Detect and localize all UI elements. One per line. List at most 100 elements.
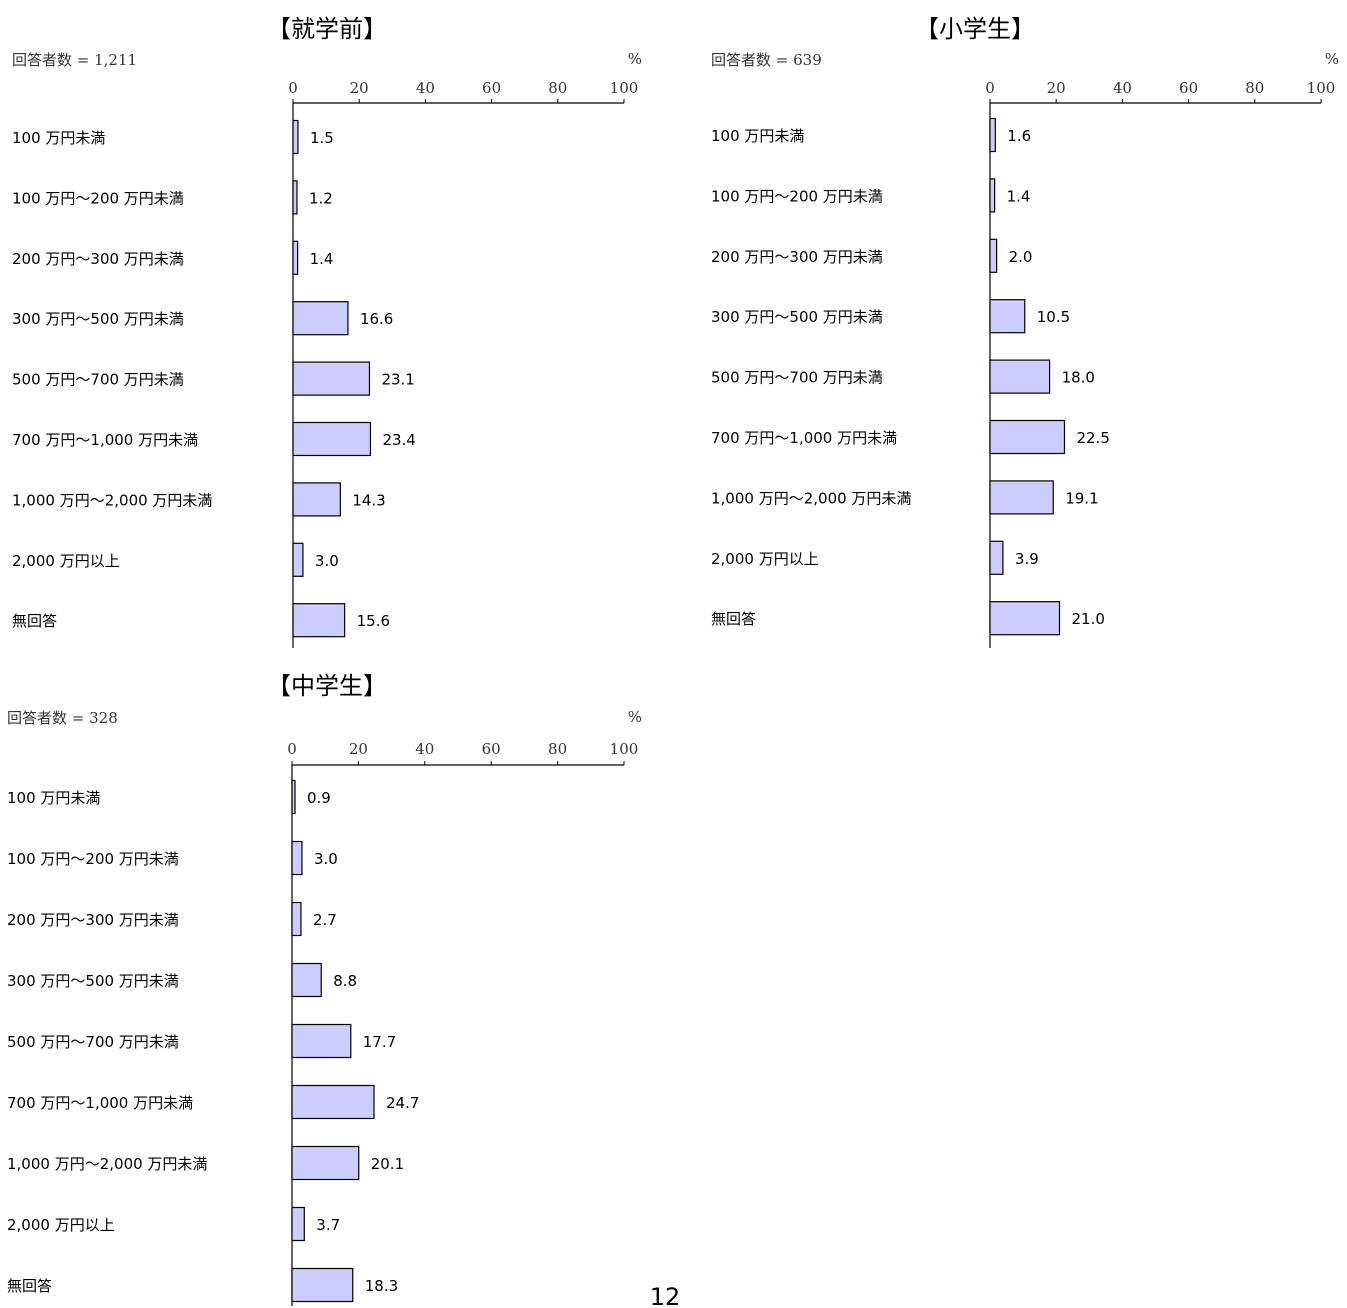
tick-label: 20 bbox=[1047, 79, 1066, 97]
category-label: 200 万円～300 万円未満 bbox=[7, 911, 179, 929]
category-label: 100 万円未満 bbox=[7, 789, 100, 807]
category-label: 無回答 bbox=[7, 1277, 52, 1295]
category-label: 300 万円～500 万円未満 bbox=[12, 310, 184, 328]
value-label: 3.9 bbox=[1015, 550, 1039, 568]
bar bbox=[989, 178, 996, 213]
chart-title: 【中学生】 bbox=[267, 672, 387, 700]
value-label: 23.1 bbox=[381, 371, 414, 389]
category-label: 100 万円～200 万円未満 bbox=[7, 850, 179, 868]
respondent-count: 回答者数 = 1,211 bbox=[12, 51, 137, 69]
category-label: 300 万円～500 万円未満 bbox=[7, 972, 179, 990]
value-label: 24.7 bbox=[386, 1094, 419, 1112]
category-label: 100 万円未満 bbox=[12, 129, 105, 147]
category-label: 1,000 万円～2,000 万円未満 bbox=[7, 1155, 207, 1173]
bar bbox=[291, 779, 296, 815]
category-label: 1,000 万円～2,000 万円未満 bbox=[12, 491, 212, 509]
bar bbox=[292, 542, 304, 577]
respondent-count: 回答者数 = 328 bbox=[7, 709, 118, 727]
value-label: 23.4 bbox=[382, 431, 415, 449]
bar bbox=[989, 238, 998, 273]
bar bbox=[989, 540, 1004, 575]
bar bbox=[292, 603, 346, 638]
category-label: 無回答 bbox=[711, 610, 756, 628]
value-label: 10.5 bbox=[1037, 308, 1070, 326]
category-label: 100 万円～200 万円未満 bbox=[711, 187, 883, 205]
value-label: 8.8 bbox=[333, 972, 357, 990]
value-label: 2.0 bbox=[1009, 248, 1033, 266]
value-label: 3.0 bbox=[315, 552, 339, 570]
bar bbox=[291, 901, 302, 937]
bar bbox=[292, 180, 298, 215]
tick-label: 100 bbox=[610, 79, 639, 97]
bar bbox=[292, 361, 371, 396]
category-label: 2,000 万円以上 bbox=[711, 550, 819, 568]
category-label: 500 万円～700 万円未満 bbox=[12, 371, 184, 389]
tick-label: 40 bbox=[416, 79, 435, 97]
tick-label: 60 bbox=[1179, 79, 1198, 97]
value-label: 3.7 bbox=[316, 1216, 340, 1234]
value-label: 18.0 bbox=[1062, 369, 1095, 387]
value-label: 1.4 bbox=[310, 250, 334, 268]
bar bbox=[292, 301, 349, 336]
bar bbox=[989, 299, 1026, 334]
category-label: 1,000 万円～2,000 万円未満 bbox=[711, 489, 911, 507]
bar bbox=[291, 840, 303, 876]
category-label: 100 万円～200 万円未満 bbox=[12, 189, 184, 207]
value-label: 14.3 bbox=[352, 491, 385, 509]
value-label: 3.0 bbox=[314, 850, 338, 868]
value-label: 18.3 bbox=[365, 1277, 398, 1295]
category-label: 300 万円～500 万円未満 bbox=[711, 308, 883, 326]
tick-label: 60 bbox=[482, 79, 501, 97]
value-label: 0.9 bbox=[307, 789, 331, 807]
tick-label: 20 bbox=[349, 740, 368, 758]
value-label: 19.1 bbox=[1065, 489, 1098, 507]
category-label: 700 万円～1,000 万円未満 bbox=[711, 429, 897, 447]
tick-label: 100 bbox=[610, 740, 639, 758]
bar bbox=[989, 601, 1061, 636]
value-label: 15.6 bbox=[357, 612, 390, 630]
tick-label: 60 bbox=[482, 740, 501, 758]
tick-label: 0 bbox=[985, 79, 995, 97]
tick-label: 100 bbox=[1307, 79, 1336, 97]
tick-label: 0 bbox=[287, 740, 297, 758]
category-label: 100 万円未満 bbox=[711, 127, 804, 145]
tick-label: 0 bbox=[288, 79, 298, 97]
bar bbox=[989, 117, 996, 153]
bar bbox=[989, 419, 1066, 455]
value-label: 20.1 bbox=[371, 1155, 404, 1173]
tick-label: 80 bbox=[1245, 79, 1264, 97]
unit-label: % bbox=[1325, 50, 1339, 68]
value-label: 1.5 bbox=[310, 129, 334, 147]
bar bbox=[292, 119, 299, 155]
value-label: 16.6 bbox=[360, 310, 393, 328]
bar bbox=[291, 1206, 305, 1242]
category-label: 2,000 万円以上 bbox=[7, 1216, 115, 1234]
category-label: 500 万円～700 万円未満 bbox=[7, 1033, 179, 1051]
bar bbox=[292, 240, 299, 275]
category-label: 700 万円～1,000 万円未満 bbox=[7, 1094, 193, 1112]
chart-title: 【小学生】 bbox=[915, 15, 1035, 43]
bar bbox=[292, 421, 372, 457]
bar bbox=[291, 1084, 375, 1120]
category-label: 200 万円～300 万円未満 bbox=[711, 248, 883, 266]
value-label: 22.5 bbox=[1076, 429, 1109, 447]
category-label: 200 万円～300 万円未満 bbox=[12, 250, 184, 268]
bar bbox=[291, 1023, 352, 1059]
bar bbox=[291, 1267, 354, 1303]
tick-label: 40 bbox=[1113, 79, 1132, 97]
tick-label: 80 bbox=[548, 79, 567, 97]
value-label: 1.4 bbox=[1007, 187, 1031, 205]
category-label: 無回答 bbox=[12, 612, 57, 630]
page-number: 12 bbox=[650, 1283, 681, 1308]
category-label: 700 万円～1,000 万円未満 bbox=[12, 431, 198, 449]
chart-title: 【就学前】 bbox=[267, 15, 387, 43]
bar bbox=[989, 480, 1054, 515]
unit-label: % bbox=[628, 50, 642, 68]
unit-label: % bbox=[628, 708, 642, 726]
value-label: 1.6 bbox=[1007, 127, 1031, 145]
bar bbox=[291, 962, 322, 998]
category-label: 2,000 万円以上 bbox=[12, 552, 120, 570]
tick-label: 40 bbox=[415, 740, 434, 758]
bar bbox=[291, 1145, 360, 1181]
